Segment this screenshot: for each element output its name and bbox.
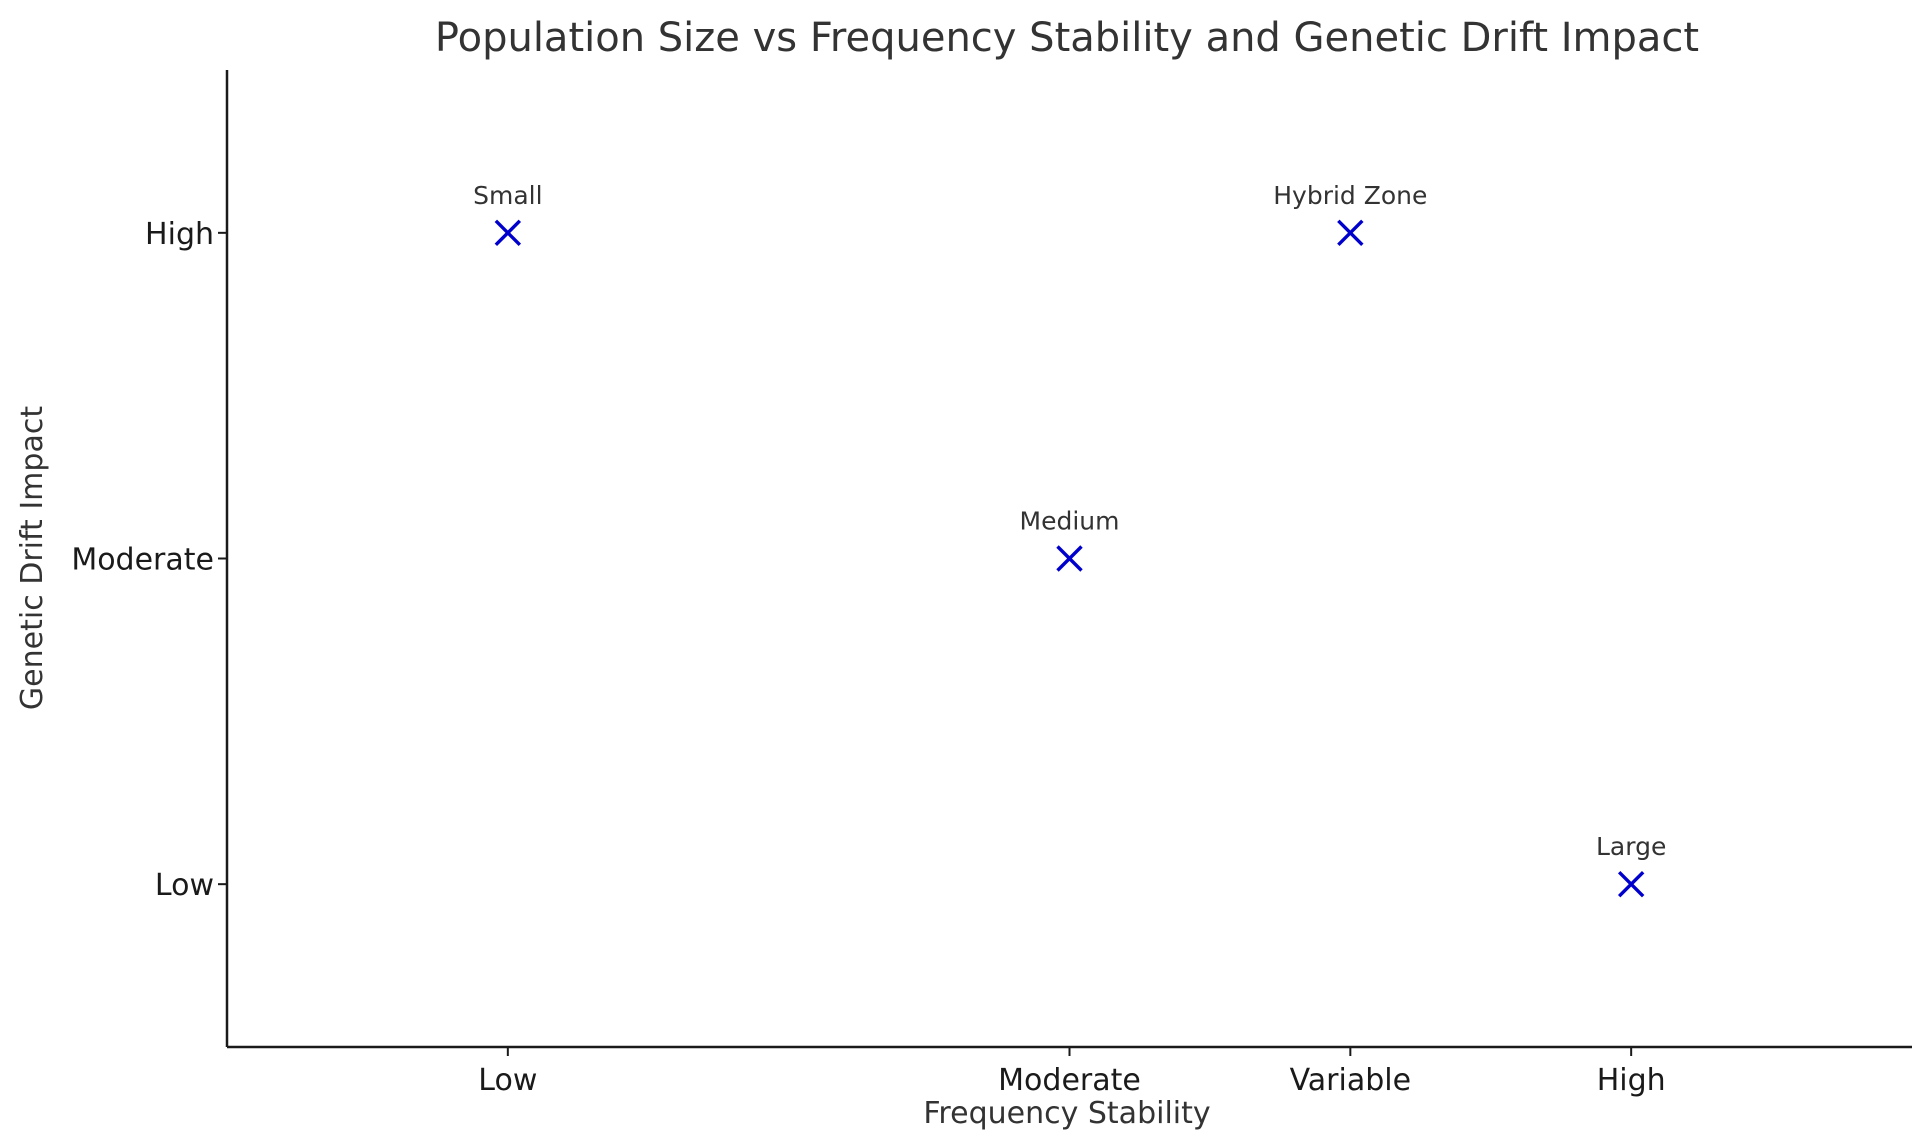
x-tick-label-high: High bbox=[1597, 1063, 1666, 1098]
x-tick-label-low: Low bbox=[478, 1063, 537, 1098]
data-points: Small Medium Hybrid Zone Large bbox=[473, 181, 1666, 898]
y-tick-label-low: Low bbox=[155, 868, 214, 903]
point-hybrid-zone bbox=[1337, 219, 1364, 247]
y-tick-label-high: High bbox=[145, 217, 214, 252]
point-label-hybrid-zone: Hybrid Zone bbox=[1273, 181, 1427, 210]
point-label-medium: Medium bbox=[1020, 507, 1120, 536]
point-large bbox=[1617, 870, 1645, 898]
point-label-small: Small bbox=[473, 181, 542, 210]
point-label-large: Large bbox=[1596, 832, 1666, 861]
x-axis-label: Frequency Stability bbox=[923, 1096, 1210, 1131]
chart-title: Population Size vs Frequency Stability a… bbox=[435, 15, 1699, 61]
x-tick-label-variable: Variable bbox=[1290, 1063, 1411, 1098]
y-axis-ticks: Low Moderate High bbox=[71, 217, 227, 903]
y-tick-label-moderate: Moderate bbox=[71, 543, 214, 578]
point-medium bbox=[1056, 545, 1083, 572]
x-tick-label-moderate: Moderate bbox=[998, 1063, 1141, 1098]
x-axis-ticks: Low Moderate Variable High bbox=[478, 1047, 1666, 1098]
y-axis-label: Genetic Drift Impact bbox=[15, 406, 50, 710]
point-small bbox=[494, 219, 522, 247]
